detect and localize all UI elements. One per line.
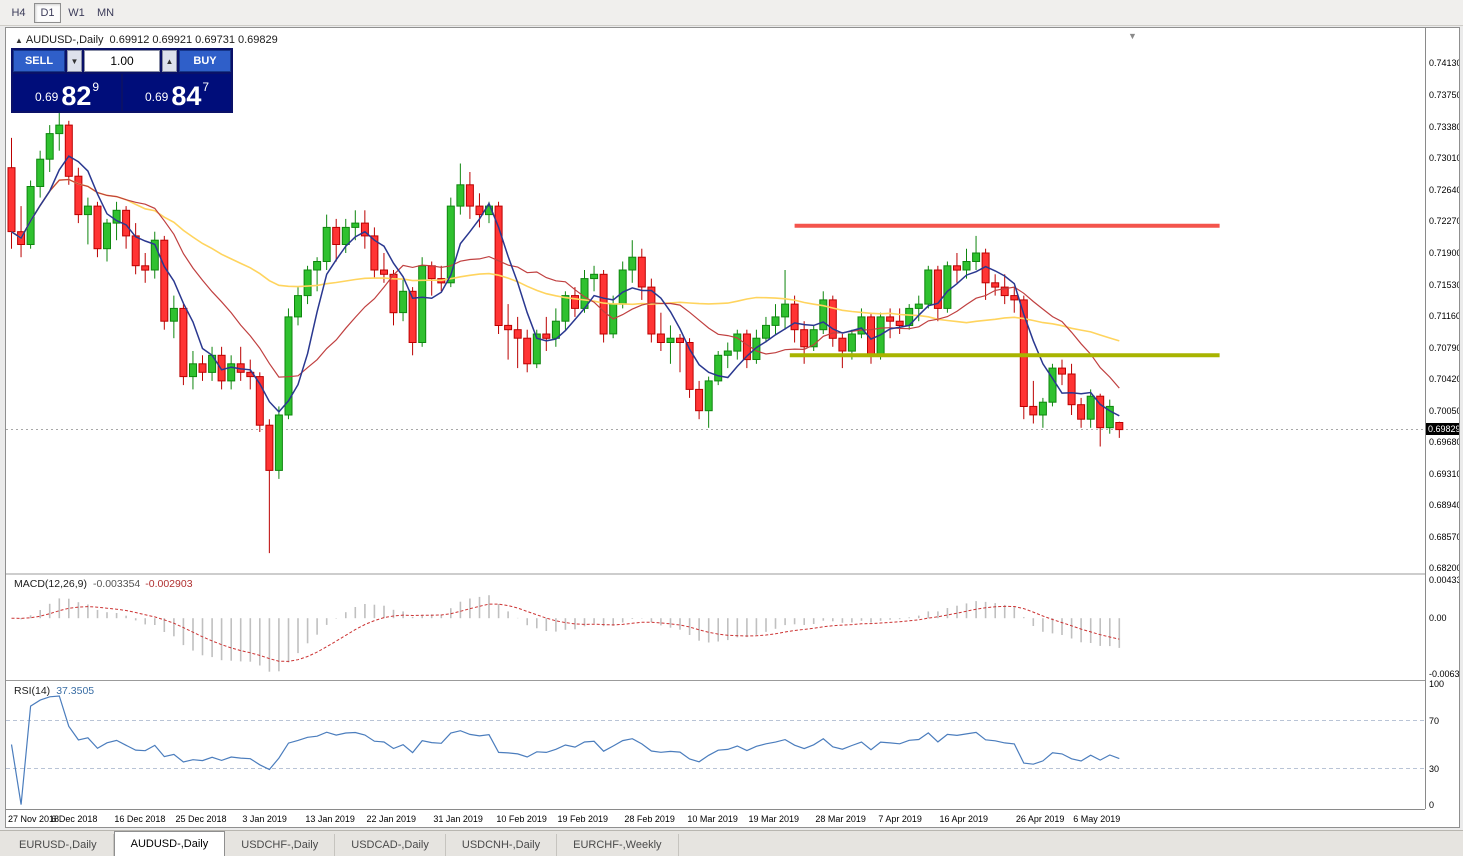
chart-window: ▲ AUDUSD-,Daily 0.69912 0.69921 0.69731 0.… — [5, 27, 1460, 828]
date-axis-label: 19 Mar 2019 — [748, 814, 800, 824]
price-axis-label: 0.72270 — [1429, 216, 1460, 227]
price-axis-label: 0.70790 — [1429, 342, 1460, 353]
pane-divider[interactable] — [6, 678, 1425, 682]
rsi-value: 37.3505 — [56, 685, 95, 697]
chevron-up-icon: ▲ — [165, 56, 174, 66]
symbol-tab-usdcad[interactable]: USDCAD-,Daily — [335, 834, 446, 856]
collapse-triangle-icon[interactable]: ▲ — [15, 36, 23, 45]
price-axis-label: 0.69680 — [1429, 437, 1460, 448]
price-axis-label: 0.71530 — [1429, 279, 1460, 290]
price-axis-label: 0.74130 — [1429, 57, 1460, 68]
symbol-tab-usdcnh[interactable]: USDCNH-,Daily — [446, 834, 558, 856]
macd-signal-line — [11, 603, 1120, 662]
price-axis-label: 0.72640 — [1429, 184, 1460, 195]
volume-dropdown-button[interactable]: ▼ — [67, 50, 82, 72]
macd-axis-label: 0.00 — [1429, 613, 1447, 624]
timeframe-tab-mn[interactable]: MN — [97, 6, 115, 19]
price-axis-label: 0.68570 — [1429, 531, 1460, 542]
macd-signal-value: -0.002903 — [145, 578, 193, 590]
rsi-axis-label: 70 — [1429, 715, 1440, 726]
date-axis-label: 7 Apr 2019 — [878, 814, 922, 824]
rsi-line — [10, 695, 1120, 805]
time-axis: 27 Nov 2018 6 Dec 2018 16 Dec 2018 25 Dec 2… — [6, 809, 1425, 827]
macd-indicator-label: MACD(12,26,9) -0.003354 -0.002903 — [14, 578, 193, 590]
date-axis-label: 16 Apr 2019 — [939, 814, 989, 824]
bid-prefix: 0.69 — [34, 90, 59, 104]
date-axis-label: 27 Nov 2018 — [8, 814, 60, 824]
bid-pip-digit: 9 — [92, 80, 100, 94]
date-axis-label: 22 Jan 2019 — [366, 814, 417, 824]
timeframe-tab-h4[interactable]: H4 — [11, 6, 26, 19]
price-axis-label: 0.73010 — [1429, 153, 1460, 164]
ask-pip-digit: 7 — [202, 80, 210, 94]
date-axis-label: 28 Mar 2019 — [815, 814, 866, 824]
timeframe-tab-w1[interactable]: W1 — [68, 6, 85, 19]
chart-ohlc-values: 0.69912 0.69921 0.69731 0.69829 — [109, 34, 278, 46]
macd-axis-label: 0.004331 — [1429, 575, 1459, 586]
date-axis-label: 3 Jan 2019 — [242, 814, 287, 824]
chevron-down-icon: ▼ — [70, 56, 79, 66]
volume-input[interactable] — [84, 50, 160, 72]
ask-prefix: 0.69 — [144, 90, 169, 104]
pane-divider[interactable] — [6, 572, 1425, 576]
symbol-tab-eurusd[interactable]: EURUSD-,Daily — [3, 834, 114, 856]
timeframe-tab-d1[interactable]: D1 — [34, 2, 61, 23]
rsi-axis-label: 0 — [1429, 799, 1435, 810]
rsi-axis-label: 30 — [1429, 763, 1440, 774]
current-price-badge: 0.69829 — [1426, 422, 1459, 435]
date-axis-label: 6 Dec 2018 — [51, 814, 98, 824]
chart-tabs-bar: EURUSD-,Daily AUDUSD-,Daily USDCHF-,Daily U… — [0, 830, 1463, 856]
chart-canvas[interactable] — [6, 31, 1425, 809]
price-axis-label: 0.70050 — [1429, 405, 1460, 416]
rsi-name: RSI(14) — [14, 685, 51, 697]
ask-price-display[interactable]: 0.69 84 7 — [123, 74, 231, 111]
buy-button[interactable]: BUY — [179, 50, 231, 72]
price-axis-label: 0.71160 — [1429, 311, 1460, 322]
bid-price-display[interactable]: 0.69 82 9 — [13, 74, 121, 111]
macd-histogram — [20, 595, 1121, 672]
price-axis-label: 0.73380 — [1429, 121, 1460, 132]
volume-increase-button[interactable]: ▲ — [162, 50, 177, 72]
ma-13-line — [11, 178, 1120, 389]
price-axis-label: 0.68940 — [1429, 500, 1460, 511]
timeframe-toolbar: H4 D1 W1 MN — [0, 0, 1463, 26]
chart-title: ▲ AUDUSD-,Daily 0.69912 0.69921 0.69731 0.… — [15, 34, 278, 46]
price-axis-label: 0.68200 — [1429, 563, 1460, 574]
price-axis: 0.74130 0.73750 0.73380 0.73010 0.72640 0.722… — [1425, 28, 1460, 810]
candles-layer — [7, 112, 1124, 554]
price-axis-label: 0.71900 — [1429, 248, 1460, 258]
price-axis-label: 0.70420 — [1429, 374, 1460, 385]
ma-50-line — [11, 178, 1120, 342]
date-axis-label: 28 Feb 2019 — [624, 814, 675, 824]
date-axis-label: 6 May 2019 — [1073, 814, 1121, 824]
macd-main-value: -0.003354 — [92, 578, 141, 590]
date-axis-label: 10 Feb 2019 — [496, 814, 547, 824]
chart-shift-marker-icon[interactable]: ▼ — [1128, 31, 1137, 41]
chart-symbol-label: AUDUSD-,Daily — [25, 34, 104, 46]
bid-big-digits: 82 — [61, 81, 92, 111]
date-axis-label: 25 Dec 2018 — [175, 814, 227, 824]
symbol-tab-usdchf[interactable]: USDCHF-,Daily — [225, 834, 336, 856]
date-axis-label: 16 Dec 2018 — [114, 814, 166, 824]
price-axis-label: 0.69310 — [1429, 468, 1460, 479]
date-axis-label: 26 Apr 2019 — [1015, 814, 1065, 824]
price-axis-label: 0.73750 — [1429, 90, 1460, 101]
rsi-axis-label: 100 — [1429, 679, 1445, 690]
date-axis-label: 10 Mar 2019 — [687, 814, 738, 824]
date-axis-label: 13 Jan 2019 — [305, 814, 355, 824]
date-axis-label: 19 Feb 2019 — [557, 814, 609, 824]
one-click-trading-panel: SELL ▼ ▲ BUY 0.69 82 9 0.69 84 7 — [11, 48, 233, 113]
symbol-tab-audusd[interactable]: AUDUSD-,Daily — [113, 831, 226, 856]
symbol-tab-eurchf[interactable]: EURCHF-,Weekly — [557, 834, 679, 856]
macd-axis-label: -0.006371 — [1429, 669, 1460, 680]
macd-name: MACD(12,26,9) — [14, 578, 87, 590]
ask-big-digits: 84 — [171, 81, 202, 111]
ma-5-line — [11, 155, 1120, 417]
rsi-indicator-label: RSI(14) 37.3505 — [14, 685, 94, 697]
date-axis-label: 31 Jan 2019 — [433, 814, 483, 824]
sell-button[interactable]: SELL — [13, 50, 65, 72]
